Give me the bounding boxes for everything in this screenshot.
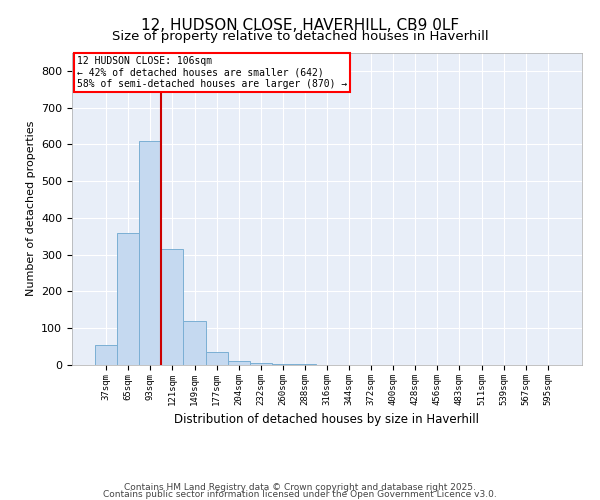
Bar — [250, 363, 272, 365]
X-axis label: Distribution of detached houses by size in Haverhill: Distribution of detached houses by size … — [175, 413, 479, 426]
Text: Size of property relative to detached houses in Haverhill: Size of property relative to detached ho… — [112, 30, 488, 43]
Y-axis label: Number of detached properties: Number of detached properties — [26, 121, 35, 296]
Bar — [272, 364, 294, 365]
Bar — [95, 345, 117, 365]
Text: 12 HUDSON CLOSE: 106sqm
← 42% of detached houses are smaller (642)
58% of semi-d: 12 HUDSON CLOSE: 106sqm ← 42% of detache… — [77, 56, 347, 89]
Bar — [161, 249, 184, 365]
Bar — [227, 360, 250, 365]
Bar — [117, 232, 139, 365]
Bar — [206, 352, 227, 365]
Bar — [184, 321, 206, 365]
Bar — [139, 140, 161, 365]
Text: Contains HM Land Registry data © Crown copyright and database right 2025.: Contains HM Land Registry data © Crown c… — [124, 484, 476, 492]
Bar — [294, 364, 316, 365]
Text: 12, HUDSON CLOSE, HAVERHILL, CB9 0LF: 12, HUDSON CLOSE, HAVERHILL, CB9 0LF — [141, 18, 459, 32]
Text: Contains public sector information licensed under the Open Government Licence v3: Contains public sector information licen… — [103, 490, 497, 499]
